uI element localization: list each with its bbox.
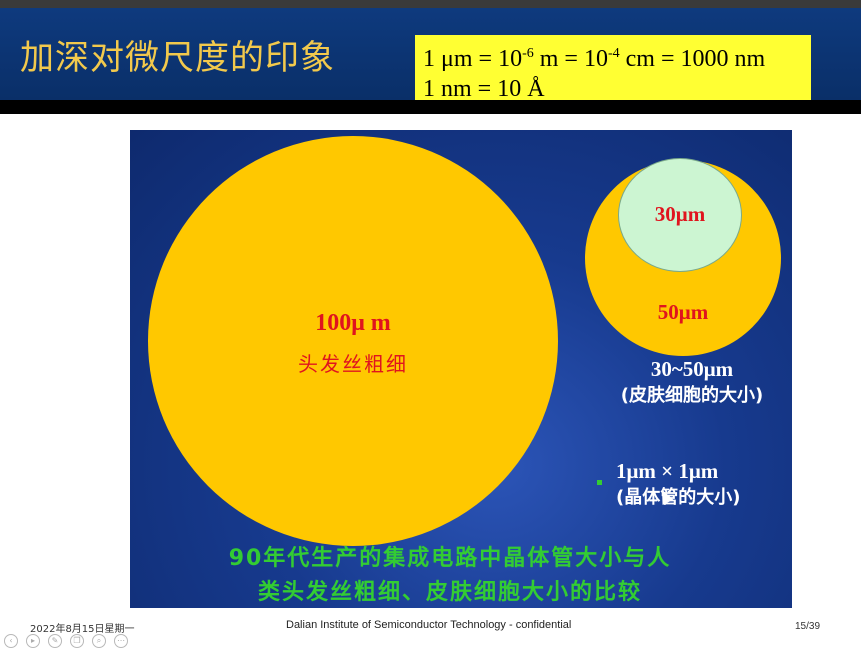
transistor-desc-label: (晶体管的大小) bbox=[616, 487, 741, 508]
cell-inner-circle: 30μm bbox=[618, 158, 742, 272]
cell-range-label: 30~50μm bbox=[650, 357, 734, 381]
footer-organization: Dalian Institute of Semiconductor Techno… bbox=[286, 619, 572, 631]
copy-icon[interactable]: ❐ bbox=[70, 634, 84, 648]
cell-inner-size-label: 30μm bbox=[654, 202, 706, 226]
unit-formula-box: 1 μm = 10-6 m = 10-4 cm = 1000 nm 1 nm =… bbox=[415, 35, 811, 105]
transistor-size-label: 1μm × 1μm bbox=[616, 459, 719, 483]
more-icon[interactable]: ⋯ bbox=[114, 634, 128, 648]
transistor-dot bbox=[597, 480, 602, 485]
slide-header: 加深对微尺度的印象 1 μm = 10-6 m = 10-4 cm = 1000… bbox=[0, 8, 861, 105]
footer-date: 2022年8月15日星期一 bbox=[30, 624, 135, 635]
cell-desc-label: (皮肤细胞的大小) bbox=[620, 385, 764, 406]
formula-line-2: 1 nm = 10 Å bbox=[423, 76, 545, 102]
window-top-strip bbox=[0, 0, 861, 8]
header-divider bbox=[0, 100, 861, 114]
formula-line-1: 1 μm = 10-6 m = 10-4 cm = 1000 nm bbox=[423, 46, 766, 72]
cell-caption: 30~50μm (皮肤细胞的大小) bbox=[596, 356, 788, 410]
prev-icon[interactable]: ‹ bbox=[4, 634, 18, 648]
zoom-icon[interactable]: ⌕ bbox=[92, 634, 106, 648]
cell-outer-size-label: 50μm bbox=[657, 300, 709, 324]
scale-comparison-panel: 100μ m 头发丝粗细 50μm 30μm 30~50μm (皮肤细胞的大小)… bbox=[130, 130, 792, 608]
caption-line-2: 类头发丝粗细、皮肤细胞大小的比较 bbox=[257, 580, 642, 605]
comparison-caption: 90年代生产的集成电路中晶体管大小与人 类头发丝粗细、皮肤细胞大小的比较 bbox=[130, 542, 770, 608]
slide-page-number: 15/39 bbox=[795, 621, 821, 632]
caption-line-1: 90年代生产的集成电路中晶体管大小与人 bbox=[228, 546, 672, 571]
presentation-controls: ‹ ▸ ✎ ❐ ⌕ ⋯ bbox=[4, 634, 128, 650]
hair-label: 头发丝粗细 bbox=[298, 352, 408, 376]
transistor-caption: 1μm × 1μm (晶体管的大小) bbox=[616, 458, 740, 512]
slide-title: 加深对微尺度的印象 bbox=[20, 38, 335, 78]
hair-size-label: 100μ m bbox=[315, 310, 391, 336]
hair-circle: 100μ m 头发丝粗细 bbox=[148, 136, 558, 546]
play-icon[interactable]: ▸ bbox=[26, 634, 40, 648]
pen-icon[interactable]: ✎ bbox=[48, 634, 62, 648]
